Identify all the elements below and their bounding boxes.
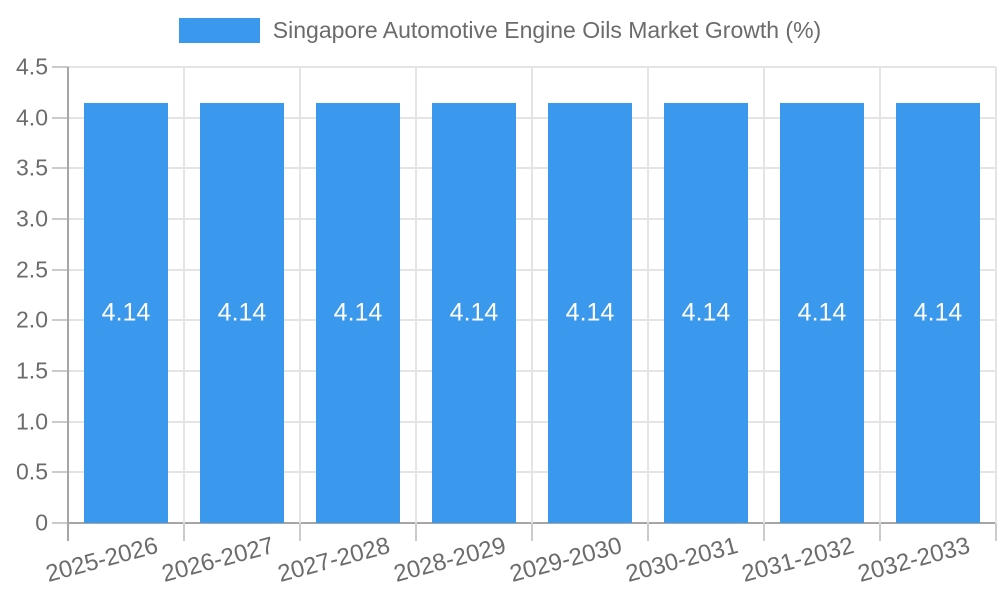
chart-legend[interactable]: Singapore Automotive Engine Oils Market …	[0, 16, 1000, 44]
x-gridline	[531, 67, 533, 523]
bar[interactable]: 4.14	[84, 103, 168, 523]
y-tick-mark	[52, 116, 68, 119]
x-tick-mark	[647, 523, 649, 541]
x-gridline	[647, 67, 649, 523]
y-tick-label: 0	[35, 509, 48, 536]
bar[interactable]: 4.14	[780, 103, 864, 523]
bar-value-label: 4.14	[797, 298, 847, 327]
x-tick-mark	[763, 523, 765, 541]
y-axis-line	[67, 67, 69, 523]
plot-area: 0 0.5 1.0 1.5 2.0 2.5 3.0 3.5 4.0 4.5 4.14 2025-202…	[16, 54, 997, 588]
bar-value-label: 4.14	[449, 298, 499, 327]
x-tick-mark	[995, 523, 997, 541]
y-tick-mark	[52, 471, 68, 474]
y-tick-label: 3.5	[16, 154, 48, 181]
x-gridline	[183, 67, 185, 523]
legend-swatch	[178, 17, 260, 43]
bar[interactable]: 4.14	[896, 103, 980, 523]
x-tick-mark	[415, 523, 417, 541]
bar[interactable]: 4.14	[432, 103, 516, 523]
x-tick-label: 2031-2032	[739, 532, 857, 588]
x-gridline	[879, 67, 881, 523]
y-tick-mark	[52, 66, 68, 68]
y-tick-label: 4.0	[16, 104, 48, 131]
y-tick-label: 2.5	[16, 256, 48, 283]
bar-value-label: 4.14	[681, 298, 731, 327]
bar-value-label: 4.14	[565, 298, 615, 327]
legend-label: Singapore Automotive Engine Oils Market …	[272, 17, 822, 43]
x-tick-label: 2028-2029	[391, 532, 509, 588]
y-tick-label: 3.0	[16, 205, 48, 232]
y-tick-mark	[52, 370, 68, 372]
y-tick-label: 4.5	[16, 53, 48, 80]
x-tick-label: 2029-2030	[507, 532, 625, 588]
bar[interactable]: 4.14	[316, 103, 400, 523]
y-tick-mark	[52, 167, 68, 170]
x-gridline	[995, 67, 997, 523]
x-tick-mark	[67, 523, 69, 541]
bar-value-label: 4.14	[101, 298, 151, 327]
bar[interactable]: 4.14	[548, 103, 632, 523]
y-tick-mark	[52, 522, 68, 524]
y-tick-label: 2.0	[16, 306, 48, 333]
x-gridline	[415, 67, 417, 523]
x-tick-mark	[183, 523, 185, 541]
y-tick-mark	[52, 218, 68, 220]
bar-value-label: 4.14	[913, 298, 963, 327]
bar-value-label: 4.14	[333, 298, 383, 327]
bar[interactable]: 4.14	[200, 103, 284, 523]
x-tick-mark	[299, 523, 301, 541]
y-tick-label: 1.0	[16, 408, 48, 435]
x-tick-mark	[879, 523, 881, 541]
y-tick-mark	[52, 268, 68, 271]
y-tick-mark	[52, 319, 68, 322]
x-gridline	[763, 67, 765, 523]
y-tick-label: 1.5	[16, 357, 48, 384]
x-tick-label: 2026-2027	[159, 532, 277, 588]
x-tick-label: 2027-2028	[275, 532, 393, 588]
x-gridline	[299, 67, 301, 523]
x-tick-label: 2032-2033	[855, 532, 973, 588]
x-tick-mark	[531, 523, 533, 541]
y-tick-mark	[52, 420, 68, 423]
bar[interactable]: 4.14	[664, 103, 748, 523]
x-tick-label: 2030-2031	[623, 532, 741, 588]
y-tick-label: 0.5	[16, 458, 48, 485]
bar-value-label: 4.14	[217, 298, 267, 327]
x-tick-label: 2025-2026	[43, 532, 161, 588]
